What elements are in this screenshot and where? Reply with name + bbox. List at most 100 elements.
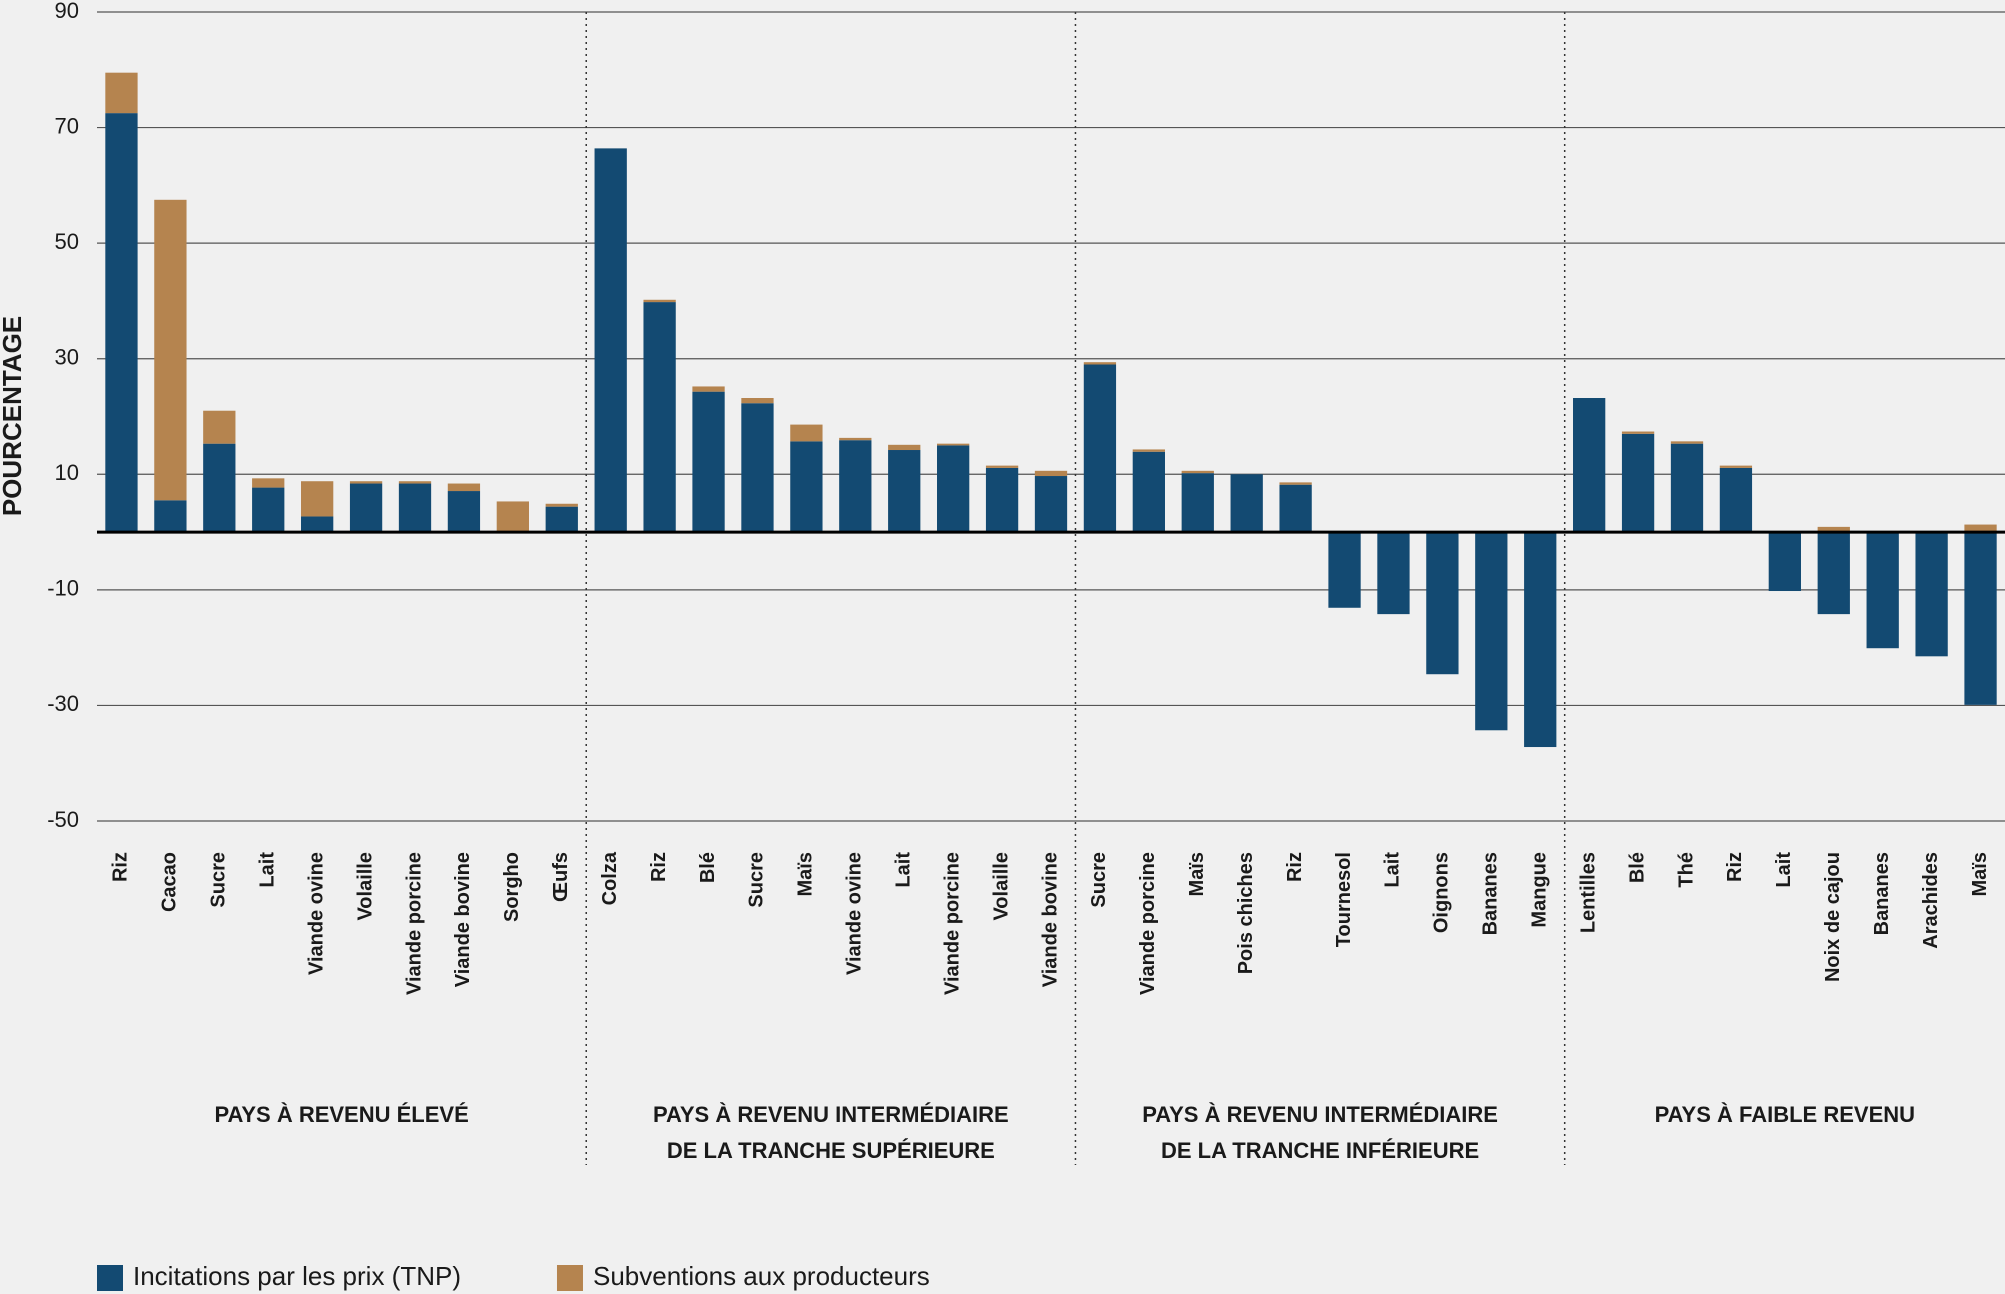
bar-segment — [839, 440, 872, 533]
group-label: DE LA TRANCHE SUPÉRIEURE — [667, 1138, 995, 1163]
bar-segment — [1132, 451, 1165, 533]
bar-segment — [545, 506, 578, 533]
y-tick-label: 30 — [55, 345, 79, 370]
y-tick-label: 70 — [55, 113, 79, 138]
x-tick-label: Lentilles — [1577, 852, 1599, 933]
group-label: DE LA TRANCHE INFÉRIEURE — [1161, 1138, 1479, 1163]
y-tick-label: 90 — [55, 0, 79, 23]
x-tick-label: Tournesol — [1333, 852, 1355, 947]
bar-segment — [1964, 524, 1997, 533]
x-tick-label: Sucre — [746, 852, 768, 908]
bar-segment — [447, 491, 481, 533]
bar-segment — [643, 302, 676, 533]
bar-segment — [937, 445, 970, 533]
bar-segment — [105, 113, 138, 533]
bar-segment — [790, 441, 823, 533]
bar-segment — [1328, 532, 1361, 608]
bar-segment — [1964, 532, 1997, 705]
bar-segment — [985, 465, 1019, 468]
group-label: PAYS À REVENU INTERMÉDIAIRE — [653, 1102, 1009, 1127]
bar-segment — [1817, 526, 1850, 533]
bar-segment — [1279, 484, 1312, 533]
bar-segment — [1279, 482, 1312, 485]
bar-segment — [839, 437, 872, 441]
bar-segment — [1670, 441, 1704, 444]
legend-swatch — [97, 1265, 123, 1291]
bar-segment — [154, 199, 187, 501]
bar-segment — [1181, 470, 1214, 474]
bar-segment — [1083, 364, 1117, 533]
bar-segment — [692, 386, 725, 392]
x-tick-label: Lait — [1382, 852, 1404, 888]
x-tick-label: Blé — [697, 852, 719, 883]
bar-segment — [1524, 532, 1557, 748]
bar-segment — [1768, 532, 1801, 592]
bar-segment — [741, 403, 774, 533]
x-tick-label: Viande porcine — [403, 852, 425, 995]
bar-segment — [643, 299, 676, 303]
x-tick-label: Viande ovine — [305, 852, 327, 975]
x-tick-label: Pois chiches — [1235, 852, 1257, 974]
x-tick-label: Mangue — [1529, 852, 1551, 928]
bar-segment — [301, 481, 334, 517]
x-tick-label: Riz — [1724, 852, 1746, 882]
bar-segment — [790, 424, 823, 442]
legend-label: Subventions aux producteurs — [593, 1261, 930, 1291]
bar-segment — [1083, 362, 1117, 365]
x-tick-label: Riz — [110, 852, 132, 882]
group-label: PAYS À REVENU INTERMÉDIAIRE — [1142, 1102, 1498, 1127]
bar-segment — [349, 481, 383, 484]
x-tick-label: Volaille — [990, 852, 1012, 921]
x-tick-label: Viande bovine — [452, 852, 474, 987]
bar-segment — [154, 500, 187, 533]
bar-segment — [1866, 532, 1899, 649]
x-tick-label: Viande porcine — [1137, 852, 1159, 995]
x-tick-label: Thé — [1675, 852, 1697, 888]
x-tick-label: Lait — [893, 852, 915, 888]
bar-segment — [741, 398, 774, 404]
bar-segment — [1230, 474, 1263, 533]
x-tick-label: Viande porcine — [941, 852, 963, 995]
x-tick-label: Lait — [1773, 852, 1795, 888]
x-tick-label: Œufs — [550, 852, 572, 902]
group-label: PAYS À REVENU ÉLEVÉ — [214, 1102, 468, 1127]
bar-segment — [1719, 465, 1753, 468]
bar-segment — [1034, 476, 1068, 533]
bar-segment — [937, 443, 970, 446]
bar-segment — [301, 516, 334, 533]
y-tick-label: 50 — [55, 229, 79, 254]
bar-segment — [594, 148, 627, 533]
x-tick-label: Sucre — [1088, 852, 1110, 908]
x-tick-label: Noix de cajou — [1822, 852, 1844, 982]
bar-segment — [496, 501, 529, 533]
group-label: PAYS À FAIBLE REVENU — [1655, 1102, 1915, 1127]
bar-segment — [398, 483, 432, 533]
x-tick-label: Volaille — [354, 852, 376, 921]
bar-segment — [1621, 433, 1655, 533]
bar-segment — [888, 444, 921, 451]
x-tick-label: Maïs — [795, 852, 817, 896]
x-tick-label: Cacao — [159, 852, 181, 912]
bar-segment — [398, 481, 432, 484]
x-tick-label: Sucre — [208, 852, 230, 908]
y-tick-label: 10 — [55, 460, 79, 485]
bar-segment — [1426, 532, 1459, 675]
y-axis-label: POURCENTAGE — [0, 316, 27, 516]
legend-swatch — [556, 1265, 583, 1291]
bar-segment — [545, 503, 578, 507]
x-tick-label: Maïs — [1186, 852, 1208, 896]
bar-segment — [1670, 443, 1704, 533]
bar-segment — [203, 410, 236, 444]
bar-segment — [1621, 431, 1655, 434]
bar-segment — [1817, 532, 1850, 615]
x-tick-label: Colza — [599, 851, 621, 905]
y-tick-label: -10 — [47, 576, 79, 601]
x-tick-label: Arachides — [1920, 852, 1942, 949]
bar-segment — [692, 391, 725, 533]
bar-segment — [888, 450, 921, 533]
bar-segment — [1132, 449, 1165, 452]
y-tick-label: -30 — [47, 691, 79, 716]
bar-segment — [1915, 532, 1948, 657]
